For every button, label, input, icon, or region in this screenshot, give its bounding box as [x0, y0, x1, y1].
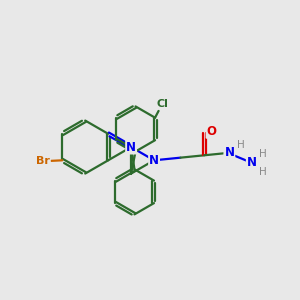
Text: N: N [126, 141, 136, 154]
Text: N: N [247, 156, 257, 169]
Text: Br: Br [36, 156, 50, 166]
Text: H: H [259, 149, 267, 159]
Text: N: N [149, 154, 159, 167]
Text: H: H [237, 140, 244, 150]
Text: O: O [206, 125, 217, 138]
Text: N: N [224, 146, 234, 159]
Text: H: H [259, 167, 267, 177]
Text: Cl: Cl [156, 98, 168, 109]
